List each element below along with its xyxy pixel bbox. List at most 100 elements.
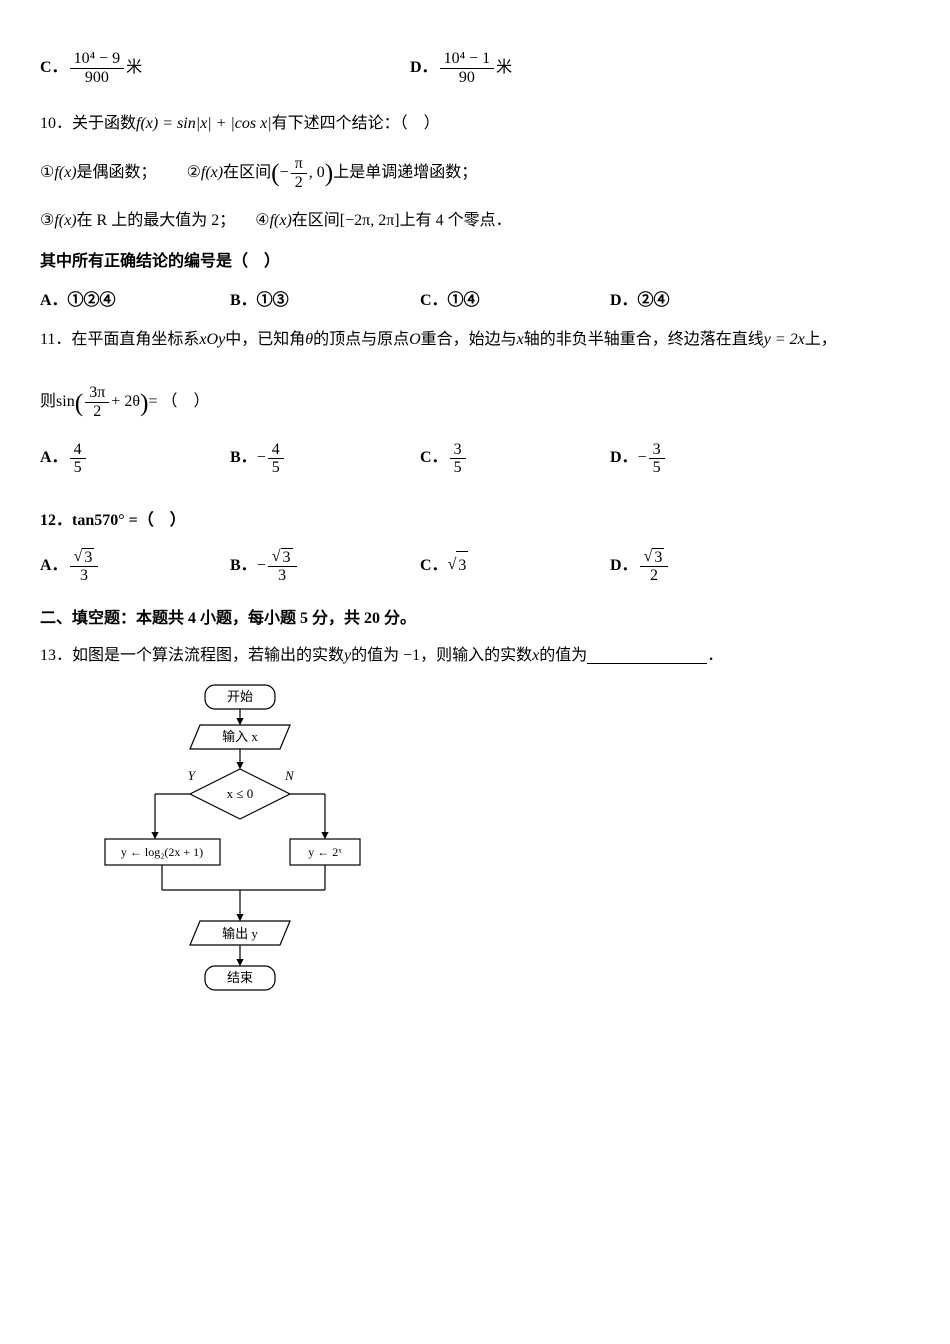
q13-b: 的值为 −1，则输入的实数 xyxy=(351,642,532,671)
q12-a-frac: 3 3 xyxy=(70,548,99,585)
q11-argplus: + 2θ xyxy=(111,388,140,417)
q10-s4fx: f(x) xyxy=(270,207,292,236)
q13-x: x xyxy=(532,642,539,671)
q10-s1a: ① xyxy=(40,159,54,188)
q10-stem: 10．关于函数 f(x) = sin|x| + |cos x| 有下述四个结论：… xyxy=(40,110,910,139)
q12-d-lab: D． xyxy=(610,552,638,581)
q12-options: A． 3 3 B． − 3 3 C． 3 D． 3 2 xyxy=(40,548,910,585)
flow-output: 输出 y xyxy=(222,926,258,941)
sqrt-icon: 3 xyxy=(448,551,469,581)
q13-period: ． xyxy=(707,642,723,671)
q11-stem: 11．在平面直角坐标系 xOy 中，已知角 θ 的顶点与原点 O 重合，始边与 … xyxy=(40,326,910,355)
q9-c-label: C． xyxy=(40,54,68,83)
q11-b-frac: 4 5 xyxy=(268,441,284,477)
q10-func: f(x) = sin|x| + |cos x| xyxy=(136,110,272,139)
q10-s3a: ③ xyxy=(40,207,54,236)
q9-options-cd: C． 10⁴ − 9 900 米 D． 10⁴ − 1 90 米 xyxy=(40,50,910,86)
q11-opt-c: C． 3 5 xyxy=(420,441,610,477)
q10-s4a: ④ xyxy=(255,207,269,236)
q12-b-lab: B． xyxy=(230,552,257,581)
q12-a-lab: A． xyxy=(40,552,68,581)
flow-end: 结束 xyxy=(227,970,253,985)
q11-x: x xyxy=(517,326,524,355)
q10-opt-c: C．①④ xyxy=(420,287,610,316)
q9-option-c: C． 10⁴ − 9 900 米 xyxy=(40,50,410,86)
q10-s2-brl: ( xyxy=(271,160,280,186)
q11-a-frac: 4 5 xyxy=(70,441,86,477)
flow-cond: x ≤ 0 xyxy=(227,786,254,801)
q11-options: A． 4 5 B． − 4 5 C． 3 5 D． − 3 5 xyxy=(40,441,910,477)
q13-c: 的值为 xyxy=(539,642,587,671)
q12-opt-b: B． − 3 3 xyxy=(230,548,420,585)
q10-s3fx: f(x) xyxy=(54,207,76,236)
q10-s4c: 上有 4 个零点． xyxy=(400,207,512,236)
q12-opt-c: C． 3 xyxy=(420,551,610,581)
q10-opt-b: B．①③ xyxy=(230,287,420,316)
q10-stem-b: 有下述四个结论：（ ） xyxy=(272,110,440,139)
q10-opt-d: D．②④ xyxy=(610,287,800,316)
q10-opt-a: A．①②④ xyxy=(40,287,230,316)
q13-stem: 13．如图是一个算法流程图，若输出的实数 y 的值为 −1，则输入的实数 x 的… xyxy=(40,642,910,671)
q10-stmt-34: ③ f(x) 在 R 上的最大值为 2； ④ f(x) 在区间 [−2π, 2π… xyxy=(40,207,910,236)
q11-argl: ( xyxy=(75,390,84,416)
q11-opt-b: B． − 4 5 xyxy=(230,441,420,477)
q11-theta: θ xyxy=(305,326,313,355)
q12-stem: 12．tan570° =（ ） xyxy=(40,507,910,536)
q11-a-lab: A． xyxy=(40,444,68,473)
q9-option-d: D． 10⁴ − 1 90 米 xyxy=(410,50,600,86)
flowchart: 开始 输入 x x ≤ 0 Y N y ← log₂(2x + 1) y ← 2… xyxy=(100,680,910,1031)
blank-fill xyxy=(587,647,707,664)
q12-opt-d: D． 3 2 xyxy=(610,548,800,585)
q11-argfrac: 3π 2 xyxy=(85,384,109,420)
q11-O: O xyxy=(409,326,421,355)
sqrt-icon: 3 xyxy=(74,548,95,567)
q10-s2-tail: , 0 xyxy=(309,159,325,188)
q10-s4int: [−2π, 2π] xyxy=(340,207,400,236)
section-2-title: 二、填空题：本题共 4 小题，每小题 5 分，共 20 分。 xyxy=(40,605,910,634)
flow-start: 开始 xyxy=(227,689,253,704)
q12-b-neg: − xyxy=(257,552,266,581)
sqrt-icon: 3 xyxy=(644,548,665,567)
q11-b-lab: B． xyxy=(230,444,257,473)
q12-b-frac: 3 3 xyxy=(268,548,297,585)
q11-sin: sin xyxy=(56,388,75,417)
q10-s2-frac: π 2 xyxy=(291,155,307,191)
q11-expr: 则 sin ( 3π 2 + 2θ ) = （ ） xyxy=(40,384,910,420)
q10-options: A．①②④ B．①③ C．①④ D．②④ xyxy=(40,287,910,316)
q10-s1fx: f(x) xyxy=(54,159,76,188)
q11-opt-d: D． − 3 5 xyxy=(610,441,800,477)
q10-s2fx: f(x) xyxy=(201,159,223,188)
q10-s2b: 在区间 xyxy=(223,159,271,188)
q10-stem-a: 10．关于函数 xyxy=(40,110,136,139)
q13-a: 13．如图是一个算法流程图，若输出的实数 xyxy=(40,642,344,671)
q11-c-lab: C． xyxy=(420,444,448,473)
q11-d: 重合，始边与 xyxy=(421,326,517,355)
q11-b-neg: − xyxy=(257,444,266,473)
q11-eq: = （ ） xyxy=(149,388,210,417)
q13-y: y xyxy=(344,642,351,671)
flow-n-label: N xyxy=(284,768,295,783)
flow-right: y ← 2ˣ xyxy=(308,845,342,859)
q10-s2-brr: ) xyxy=(325,160,334,186)
q11-f: 上， xyxy=(805,326,837,355)
flow-left: y ← log₂(2x + 1) xyxy=(121,845,203,859)
q12-d-frac: 3 2 xyxy=(640,548,669,585)
flow-input: 输入 x xyxy=(222,729,258,744)
q11-argr: ) xyxy=(140,390,149,416)
q10-stmt-12: ① f(x) 是偶函数； ② f(x) 在区间 ( − π 2 , 0 ) 上是… xyxy=(40,155,910,191)
q11-opt-a: A． 4 5 xyxy=(40,441,230,477)
q12-c-lab: C． xyxy=(420,552,448,581)
sqrt-icon: 3 xyxy=(272,548,293,567)
q11-c: 的顶点与原点 xyxy=(313,326,409,355)
q9-d-unit: 米 xyxy=(496,54,512,83)
q10-s4b: 在区间 xyxy=(292,207,340,236)
q11-d-neg: − xyxy=(638,444,647,473)
q11-c-frac: 3 5 xyxy=(450,441,466,477)
flowchart-svg: 开始 输入 x x ≤ 0 Y N y ← log₂(2x + 1) y ← 2… xyxy=(100,680,380,1020)
q12-opt-a: A． 3 3 xyxy=(40,548,230,585)
q10-s2-neg: − xyxy=(280,159,289,188)
q10-s2a: ② xyxy=(187,159,201,188)
q9-c-frac: 10⁴ − 9 900 xyxy=(70,50,125,86)
q11-ze: 则 xyxy=(40,388,56,417)
q9-c-unit: 米 xyxy=(126,54,142,83)
